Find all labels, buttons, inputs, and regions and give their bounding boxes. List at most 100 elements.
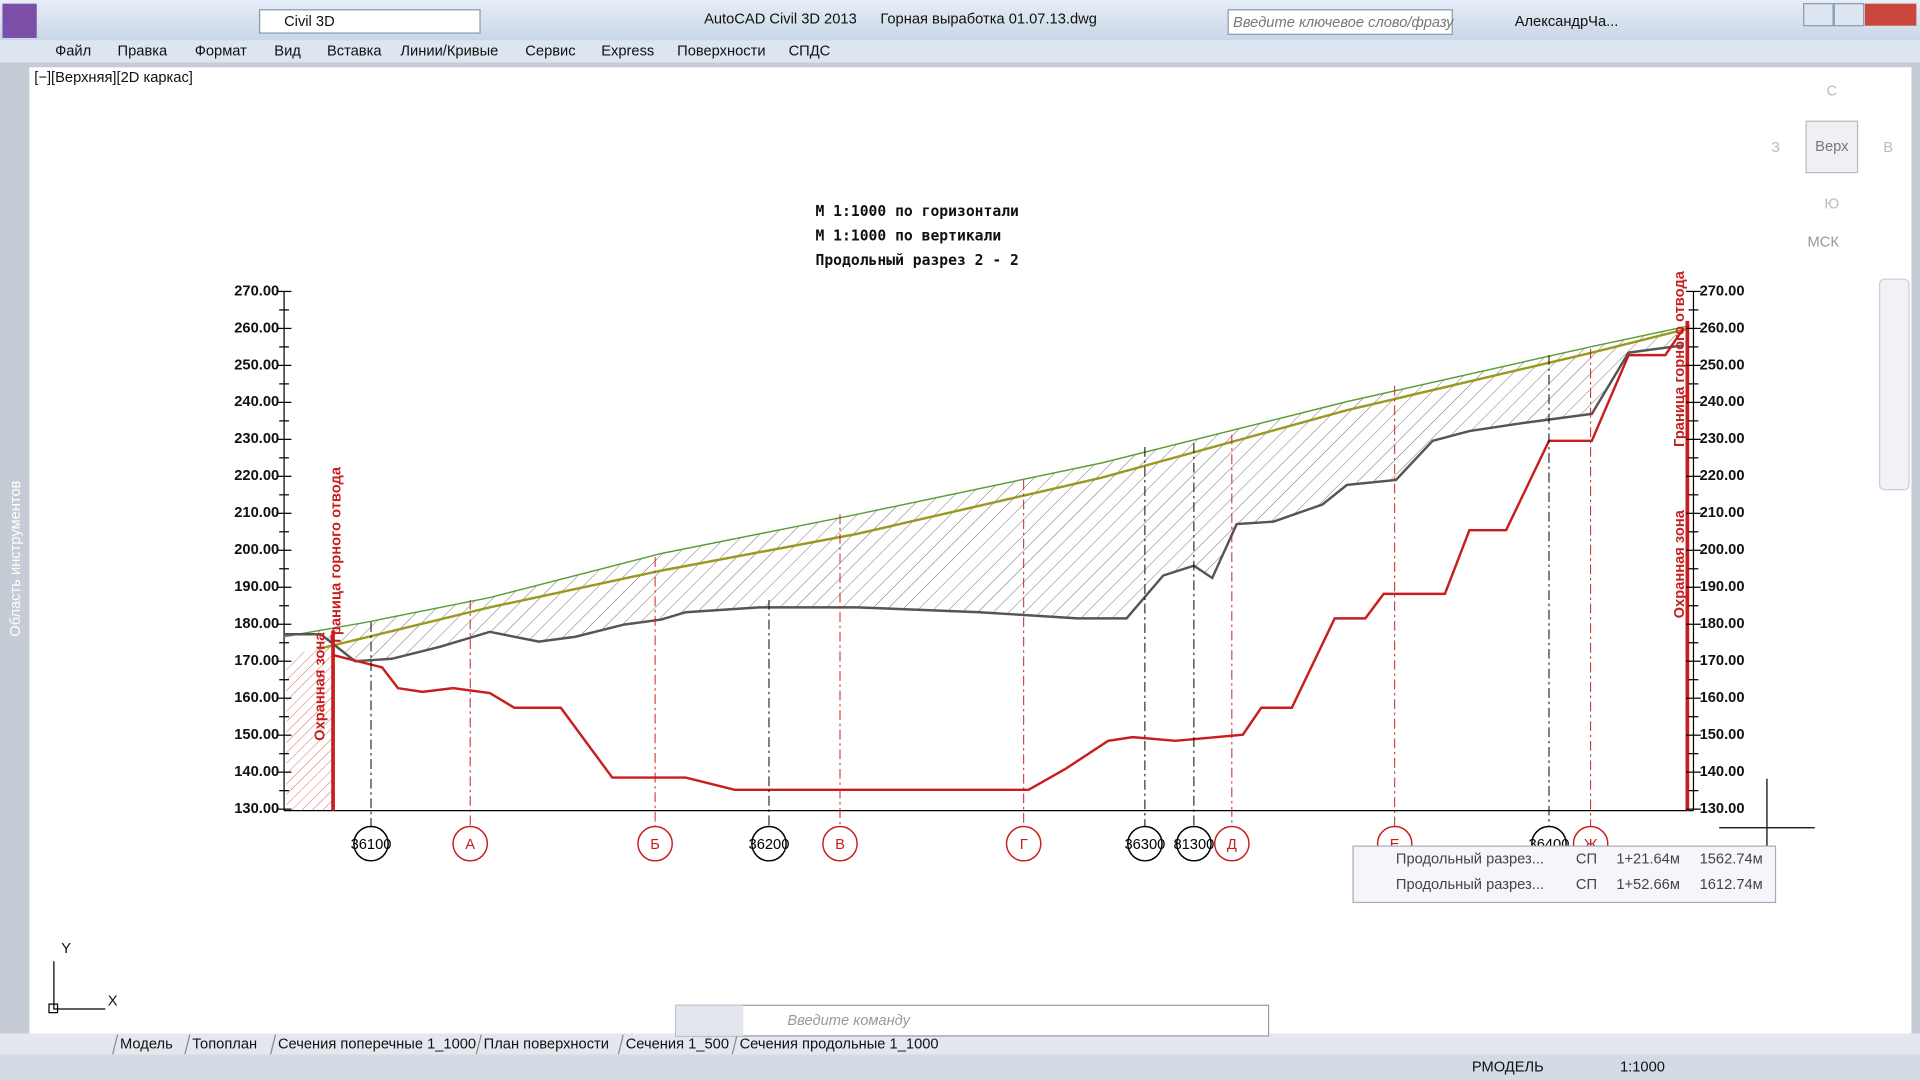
tooltip-cell: СП bbox=[1576, 851, 1597, 867]
layout-tab[interactable]: Модель bbox=[120, 1036, 173, 1052]
ucs-icon bbox=[53, 961, 106, 1010]
app-title: AutoCAD Civil 3D 2013 bbox=[704, 11, 857, 27]
elevation-label: 240.00 bbox=[1700, 394, 1745, 410]
minimize[interactable] bbox=[1803, 3, 1834, 27]
elevation-label: 210.00 bbox=[1700, 505, 1745, 521]
viewport-label: [−][Верхняя][2D каркас] bbox=[34, 70, 193, 86]
menu-item[interactable]: Express bbox=[601, 43, 654, 59]
layout-tab[interactable]: Сечения продольные 1_1000 bbox=[740, 1036, 939, 1052]
search-placeholder: Введите ключевое слово/фразу bbox=[1233, 15, 1455, 31]
tooltip-cell: 1+52.66м bbox=[1616, 877, 1680, 893]
ucs-origin bbox=[48, 1003, 59, 1014]
elevation-label: 270.00 bbox=[1700, 283, 1745, 299]
elevation-label: 160.00 bbox=[1700, 690, 1745, 706]
layout-tab[interactable]: Сечения поперечные 1_1000 bbox=[278, 1036, 476, 1052]
station-marker bbox=[452, 825, 489, 862]
status-scale: 1:1000 bbox=[1620, 1060, 1665, 1076]
status-bar bbox=[0, 1054, 1920, 1080]
tab-sep bbox=[112, 1034, 119, 1055]
elevation-label: 150.00 bbox=[234, 727, 279, 743]
design-line bbox=[318, 326, 1691, 651]
elevation-label: 140.00 bbox=[1700, 764, 1745, 780]
boundary-label: Граница горного отвода bbox=[1672, 270, 1688, 447]
menu-item[interactable]: СПДС bbox=[789, 43, 831, 59]
tooltip-cell: 1612.74м bbox=[1700, 877, 1763, 893]
maximize[interactable] bbox=[1833, 3, 1865, 27]
ucs-menu[interactable]: МСК bbox=[1808, 234, 1840, 250]
menu-item[interactable]: Файл bbox=[55, 43, 91, 59]
elevation-label: 130.00 bbox=[1700, 801, 1745, 817]
menu-item[interactable]: Вид bbox=[274, 43, 301, 59]
station-label: А bbox=[465, 837, 475, 853]
user-name: АлександрЧа... bbox=[1515, 14, 1619, 30]
elevation-label: 220.00 bbox=[234, 468, 279, 484]
ucs-y: Y bbox=[61, 941, 71, 957]
app-button[interactable] bbox=[2, 3, 37, 38]
elevation-label: 150.00 bbox=[1700, 727, 1745, 743]
workspace-dropdown[interactable] bbox=[258, 9, 481, 34]
tooltip-cell[interactable]: Продольный разрез... bbox=[1396, 851, 1544, 867]
elevation-label: 260.00 bbox=[1700, 320, 1745, 336]
pit-surface bbox=[284, 344, 1684, 663]
tooltip-cell: 1562.74м bbox=[1700, 851, 1763, 867]
elevation-label: 180.00 bbox=[234, 616, 279, 632]
station-label: Б bbox=[650, 837, 660, 853]
profile: Граница горного отвода Охранная зона Гра… bbox=[234, 270, 1745, 862]
elevation-label: 130.00 bbox=[234, 801, 279, 817]
viewcube-south: Ю bbox=[1824, 196, 1839, 212]
zone-hatch bbox=[286, 636, 334, 811]
elevation-label: 220.00 bbox=[1700, 468, 1745, 484]
elevation-label: 140.00 bbox=[234, 764, 279, 780]
menu-item[interactable]: Правка bbox=[118, 43, 168, 59]
ucs-x: X bbox=[108, 994, 118, 1010]
boundary-label: Граница горного отвода bbox=[329, 466, 345, 643]
layout-tab[interactable]: Сечения 1_500 bbox=[626, 1036, 729, 1052]
station-marker bbox=[353, 825, 389, 862]
tooltip-cell[interactable]: Продольный разрез... bbox=[1396, 877, 1544, 893]
elevation-label: 230.00 bbox=[234, 431, 279, 447]
ground-line bbox=[283, 324, 1690, 638]
menu-item[interactable]: Сервис bbox=[525, 43, 575, 59]
elevation-label: 160.00 bbox=[234, 690, 279, 706]
layout-tab[interactable]: План поверхности bbox=[484, 1036, 609, 1052]
tab-sep bbox=[617, 1034, 624, 1055]
viewcube-face[interactable] bbox=[1805, 120, 1859, 174]
drawing-title: Продольный разрез 2 - 2 bbox=[816, 252, 1019, 269]
menu-item[interactable]: Линии/Кривые bbox=[400, 43, 498, 59]
station-label: Д bbox=[1227, 837, 1237, 853]
elevation-label: 230.00 bbox=[1700, 431, 1745, 447]
nav-bar[interactable] bbox=[1878, 278, 1910, 491]
workspace: Civil 3D bbox=[284, 14, 335, 30]
drawing-title: М 1:1000 по горизонтали bbox=[816, 203, 1019, 220]
station-marker bbox=[1127, 825, 1163, 862]
station-marker bbox=[1176, 825, 1212, 862]
elevation-label: 200.00 bbox=[1700, 542, 1745, 558]
file-title: Горная выработка 01.07.13.dwg bbox=[880, 11, 1097, 27]
layout-tab[interactable]: Топоплан bbox=[192, 1036, 257, 1052]
search-box[interactable] bbox=[1227, 9, 1453, 35]
elevation-label: 190.00 bbox=[234, 579, 279, 595]
station-marker bbox=[1005, 825, 1042, 862]
viewcube-east: В bbox=[1883, 140, 1893, 156]
boundary-line bbox=[332, 327, 1685, 792]
station-marker bbox=[822, 825, 858, 862]
zone-label: Охранная зона bbox=[1672, 509, 1688, 618]
menu-item[interactable]: Формат bbox=[195, 43, 247, 59]
menu-item[interactable]: Вставка bbox=[327, 43, 382, 59]
tab-sep bbox=[270, 1034, 277, 1055]
elevation-label: 240.00 bbox=[234, 394, 279, 410]
command-line[interactable] bbox=[675, 1004, 1270, 1037]
elevation-label: 250.00 bbox=[234, 357, 279, 373]
elevation-label: 180.00 bbox=[1700, 616, 1745, 632]
menu-item[interactable]: Поверхности bbox=[677, 43, 765, 59]
elevation-label: 170.00 bbox=[234, 653, 279, 669]
viewcube-top: Верх bbox=[1815, 139, 1849, 155]
tooltip bbox=[1352, 845, 1777, 904]
close[interactable] bbox=[1864, 3, 1917, 26]
station-label: В bbox=[835, 837, 845, 853]
zone-label: Охранная зона bbox=[313, 632, 329, 741]
elevation-label: 190.00 bbox=[1700, 579, 1745, 595]
station-marker bbox=[1213, 825, 1250, 862]
